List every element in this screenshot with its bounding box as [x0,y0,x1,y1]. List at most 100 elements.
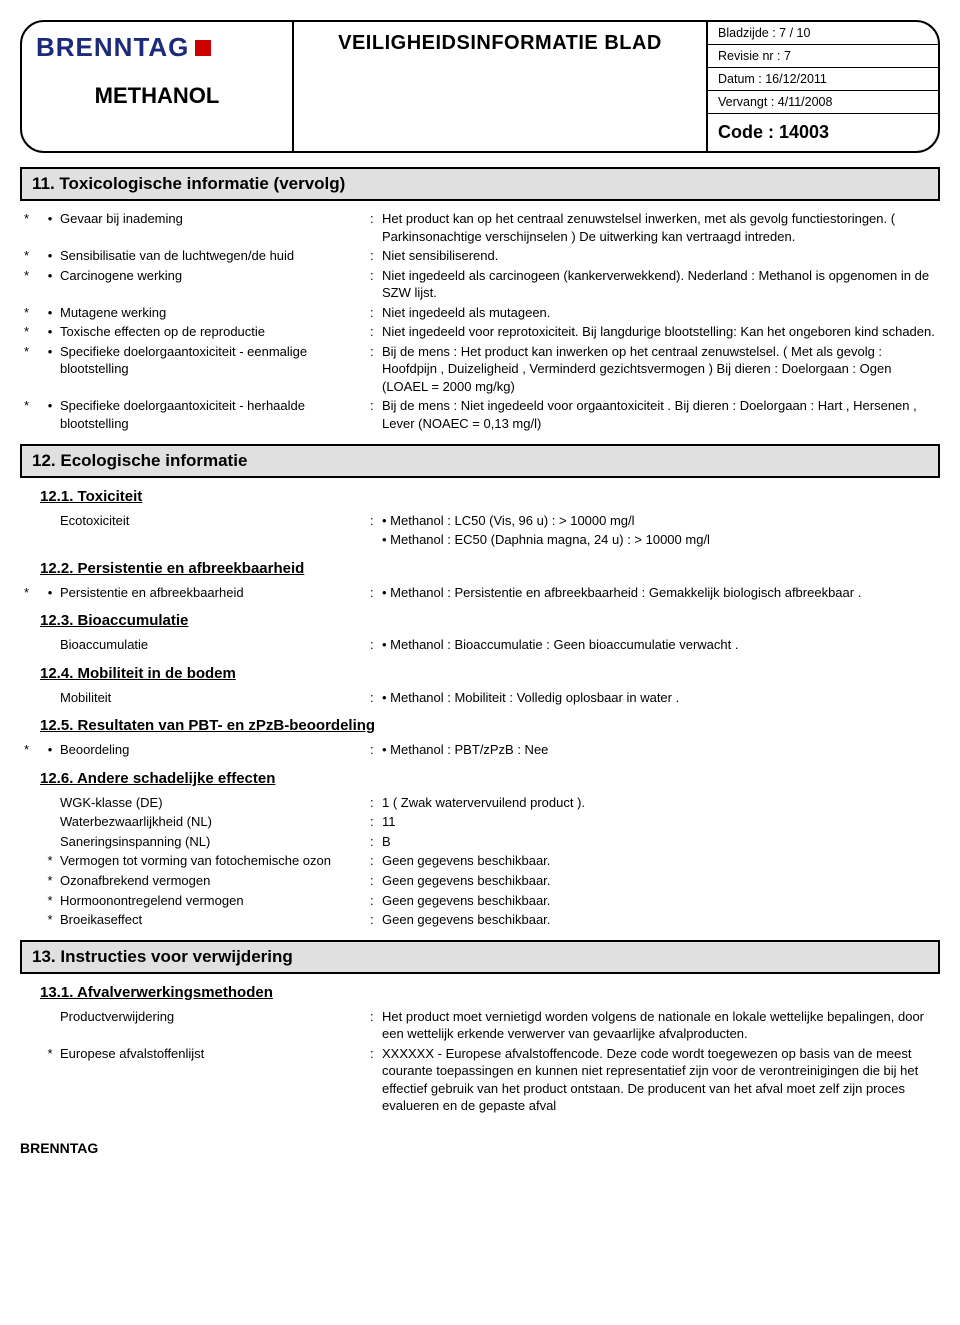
property-value: Niet ingedeeld als carcinogeen (kankerve… [382,267,940,302]
sub-12-1: 12.1. Toxiciteit [40,488,940,505]
property-row: *•Sensibilisatie van de luchtwegen/de hu… [20,246,940,266]
property-value: Geen gegevens beschikbaar. [382,852,940,870]
property-label: Saneringsinspanning (NL) [60,833,370,851]
product-name: METHANOL [22,73,292,123]
property-value: • Methanol : Mobiliteit : Volledig oplos… [382,689,940,707]
row-marker [40,794,60,812]
property-label: Broeikaseffect [60,911,370,929]
property-label: Beoordeling [60,741,370,759]
sub-12-4: 12.4. Mobiliteit in de bodem [40,665,940,682]
bullet-icon: • [40,584,60,602]
sub-12-2-rows: *•Persistentie en afbreekbaarheid:• Meth… [20,583,940,603]
supersedes: Vervangt : 4/11/2008 [708,91,938,114]
property-row: • Methanol : EC50 (Daphnia magna, 24 u) … [20,530,940,550]
colon: : [370,794,382,812]
section-11-body: *•Gevaar bij inademing:Het product kan o… [20,209,940,434]
row-marker: * [20,343,40,396]
property-label: Mobiliteit [60,689,370,707]
section-13-body: 13.1. Afvalverwerkingsmethoden Productve… [20,984,940,1116]
section-12-body: 12.1. Toxiciteit Ecotoxiciteit:• Methano… [20,488,940,930]
row-marker: * [20,267,40,302]
sub-13-1: 13.1. Afvalverwerkingsmethoden [40,984,940,1001]
property-label: Ecotoxiciteit [60,512,370,530]
property-value: Niet ingedeeld als mutageen. [382,304,940,322]
colon: : [370,741,382,759]
colon: : [370,872,382,890]
colon: : [370,267,382,302]
colon: : [370,343,382,396]
row-marker [40,512,60,530]
row-marker: * [20,247,40,265]
colon: : [370,852,382,870]
property-value: Bij de mens : Het product kan inwerken o… [382,343,940,396]
colon: : [370,397,382,432]
row-marker: * [20,584,40,602]
property-value: Het product moet vernietigd worden volge… [382,1008,940,1043]
property-label: Specifieke doelorgaantoxiciteit - eenmal… [60,343,370,396]
property-value: • Methanol : PBT/zPzB : Nee [382,741,940,759]
property-value: 11 [382,813,940,831]
property-value: • Methanol : EC50 (Daphnia magna, 24 u) … [382,531,940,549]
property-row: *•Carcinogene werking:Niet ingedeeld als… [20,266,940,303]
colon: : [370,892,382,910]
row-marker [40,1008,60,1043]
bullet-icon: • [40,210,60,245]
colon: : [370,833,382,851]
property-value: Geen gegevens beschikbaar. [382,911,940,929]
property-label: Europese afvalstoffenlijst [60,1045,370,1115]
header-left: BRENNTAG METHANOL [22,22,292,151]
property-label: Vermogen tot vorming van fotochemische o… [60,852,370,870]
property-row: *•Persistentie en afbreekbaarheid:• Meth… [20,583,940,603]
colon: : [370,247,382,265]
property-value: Bij de mens : Niet ingedeeld voor orgaan… [382,397,940,432]
colon [370,531,382,549]
bullet-icon: • [40,304,60,322]
property-value: Het product kan op het centraal zenuwste… [382,210,940,245]
colon: : [370,304,382,322]
row-marker: * [20,397,40,432]
property-row: *Ozonafbrekend vermogen:Geen gegevens be… [20,871,940,891]
property-row: Waterbezwaarlijkheid (NL):11 [20,812,940,832]
date: Datum : 16/12/2011 [708,68,938,91]
property-value: Niet ingedeeld voor reprotoxiciteit. Bij… [382,323,940,341]
footer-brand: BRENNTAG [20,1140,940,1156]
document-header: BRENNTAG METHANOL VEILIGHEIDSINFORMATIE … [20,20,940,153]
property-label: Sensibilisatie van de luchtwegen/de huid [60,247,370,265]
property-label: Ozonafbrekend vermogen [60,872,370,890]
sub-12-1-rows: Ecotoxiciteit:• Methanol : LC50 (Vis, 96… [20,511,940,550]
sub-12-3: 12.3. Bioaccumulatie [40,612,940,629]
property-row: *•Specifieke doelorgaantoxiciteit - herh… [20,396,940,433]
header-right: Bladzijde : 7 / 10 Revisie nr : 7 Datum … [708,22,938,151]
property-label: Toxische effecten op de reproductie [60,323,370,341]
property-label [60,531,370,549]
bullet-icon: • [40,343,60,396]
sub-12-2: 12.2. Persistentie en afbreekbaarheid [40,560,940,577]
property-value: 1 ( Zwak watervervuilend product ). [382,794,940,812]
section-12-head: 12. Ecologische informatie [20,444,940,478]
property-row: Saneringsinspanning (NL):B [20,832,940,852]
bullet-icon: • [40,323,60,341]
header-middle: VEILIGHEIDSINFORMATIE BLAD [292,22,708,151]
property-row: Mobiliteit:• Methanol : Mobiliteit : Vol… [20,688,940,708]
property-label: Carcinogene werking [60,267,370,302]
bullet-icon: • [40,267,60,302]
sub-12-5: 12.5. Resultaten van PBT- en zPzB-beoord… [40,717,940,734]
property-row: *•Toxische effecten op de reproductie:Ni… [20,322,940,342]
property-value: • Methanol : LC50 (Vis, 96 u) : > 10000 … [382,512,940,530]
colon: : [370,323,382,341]
section-13-head: 13. Instructies voor verwijdering [20,940,940,974]
property-row: *Europese afvalstoffenlijst:XXXXXX - Eur… [20,1044,940,1116]
brand-name: BRENNTAG [36,32,189,63]
property-row: Ecotoxiciteit:• Methanol : LC50 (Vis, 96… [20,511,940,531]
document-title: VEILIGHEIDSINFORMATIE BLAD [294,22,706,65]
logo-area: BRENNTAG [22,22,292,73]
property-row: Bioaccumulatie:• Methanol : Bioaccumulat… [20,635,940,655]
row-marker [40,833,60,851]
property-value: • Methanol : Bioaccumulatie : Geen bioac… [382,636,940,654]
section-11-head: 11. Toxicologische informatie (vervolg) [20,167,940,201]
colon: : [370,1045,382,1115]
property-row: *Vermogen tot vorming van fotochemische … [20,851,940,871]
property-label: Waterbezwaarlijkheid (NL) [60,813,370,831]
property-row: *•Mutagene werking:Niet ingedeeld als mu… [20,303,940,323]
property-value: B [382,833,940,851]
